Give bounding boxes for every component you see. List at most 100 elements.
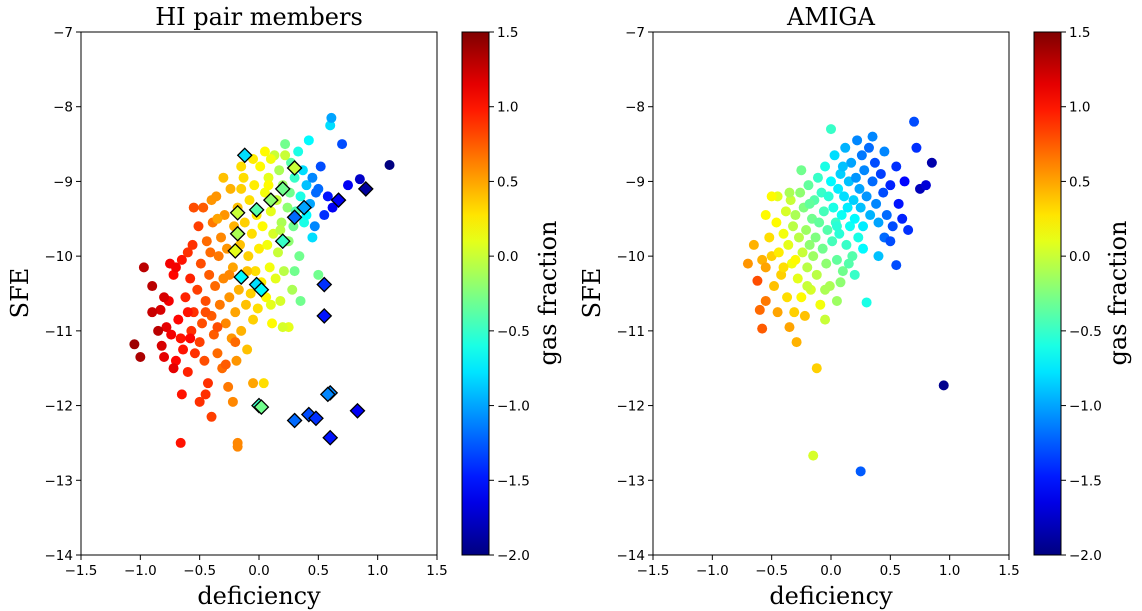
data-point [303,135,314,146]
colorbar-tick-label: 1.5 [1069,25,1090,41]
data-point [198,202,209,213]
data-point [891,161,902,172]
data-point [820,161,831,172]
data-point [865,210,876,221]
data-point [788,221,799,232]
colorbar-label-right: gas fraction [1104,221,1132,366]
data-point [343,180,353,191]
colorbar-tick-label: 0.5 [1069,174,1090,190]
data-point [223,381,234,392]
data-point [822,224,833,235]
x-axis-label-right: deficiency [769,582,893,610]
data-point [244,195,255,206]
data-point [245,288,256,299]
data-point-diamond [319,386,336,403]
data-point [852,135,863,146]
data-point [792,273,803,284]
data-point [277,322,288,333]
data-point [766,191,777,202]
data-point [199,355,210,366]
data-point [186,325,197,336]
data-point [831,295,842,306]
x-tick-label: −1.5 [637,563,670,579]
data-point [254,243,264,254]
data-point [231,355,242,366]
data-point-diamond [316,307,333,324]
data-point [784,322,795,333]
data-point-diamond [286,209,303,226]
data-point [826,124,836,135]
data-point [224,292,235,303]
data-point [782,292,793,303]
data-point [194,337,205,348]
data-point [249,180,260,191]
data-point [833,183,844,194]
data-point-diamond [236,147,253,164]
y-axis-label-left: SFE [6,268,34,319]
data-point [812,172,823,183]
data-point [246,228,257,239]
y-tick-label: −13 [45,473,74,489]
data-point [265,299,276,310]
data-point [216,232,227,243]
x-tick-label: 1.0 [939,563,960,579]
data-point [274,165,285,176]
data-point [863,142,874,153]
data-point [804,239,815,250]
data-point [326,112,337,123]
data-point [185,273,196,284]
y-tick-label: −12 [617,399,646,415]
data-point [757,254,768,265]
x-tick-label: 1.0 [367,563,388,579]
data-point [195,258,206,269]
y-tick-label: −9 [53,174,73,190]
data-point [168,363,179,374]
data-point [780,206,791,217]
data-point [897,213,908,224]
data-point [206,195,217,206]
data-point [295,191,306,202]
data-point [827,236,838,247]
y-tick-label: −14 [617,548,646,564]
data-point [259,187,270,198]
data-point [238,172,249,183]
y-axis-right: −14 −13 −12 −11 −10 −9 −8 −7 [617,25,653,564]
data-point [194,396,205,407]
data-point [220,318,231,329]
x-tick-label: 0.5 [308,563,329,579]
data-point [289,266,300,277]
data-point [307,232,318,243]
data-point [170,262,181,273]
data-point [885,180,896,191]
data-point [891,260,902,271]
y-tick-label: −9 [625,174,645,190]
data-point [867,131,878,142]
data-point [831,254,842,265]
data-point [200,307,211,318]
data-point [742,258,753,269]
data-point-diamond [308,410,324,427]
data-point [885,236,896,247]
data-point [272,247,283,258]
data-point [294,251,305,262]
data-point [790,254,801,265]
data-point [182,307,193,318]
data-point [793,232,804,243]
data-point [242,344,253,355]
data-point [289,172,300,183]
data-point [861,297,872,308]
data-point [213,251,224,262]
data-point [803,180,814,191]
data-point [175,333,186,344]
data-point-diamond [296,199,313,216]
y-axis-left: −14 −13 −12 −11 −10 −9 −8 −7 [45,25,81,564]
data-point [161,322,172,333]
data-point [192,284,203,295]
data-point [240,299,251,310]
data-point [785,195,796,206]
data-point [841,239,852,250]
data-point [147,281,158,292]
data-point [236,325,247,336]
colorbar-tick-label: −0.5 [497,324,530,340]
data-point [849,213,860,224]
